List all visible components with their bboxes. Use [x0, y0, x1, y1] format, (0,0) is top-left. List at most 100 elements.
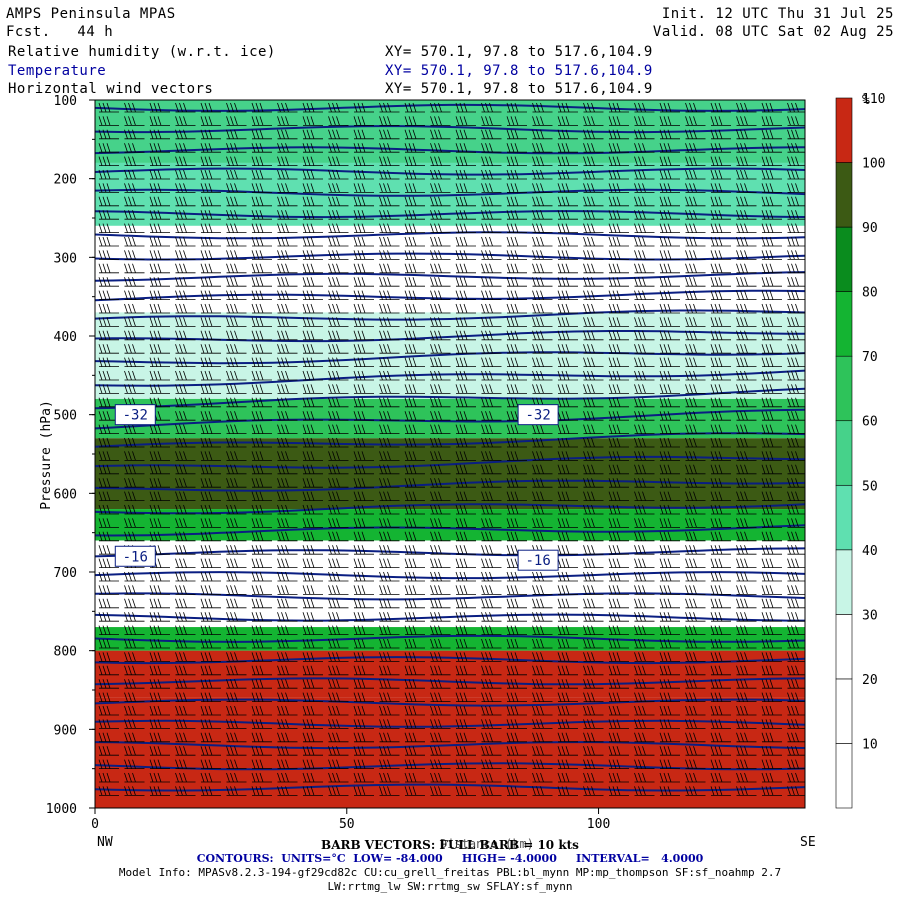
wind-barb-754 [761, 451, 782, 461]
wind-barb-1177 [124, 665, 145, 676]
wind-barb-1063 [787, 598, 805, 609]
wind-barb-551 [583, 357, 604, 367]
wind-barb-1169 [634, 652, 655, 662]
wind-barb-456 [302, 317, 323, 327]
wind-barb-772 [506, 464, 527, 475]
wind-barb-1204 [98, 679, 119, 689]
wind-barb-610 [659, 384, 680, 394]
wind-barb-1375 [175, 759, 196, 769]
wind-barb-1159 [379, 652, 400, 662]
wind-barb-886 [557, 518, 578, 528]
wind-barb-987 [277, 571, 298, 582]
wind-barb-1048 [404, 598, 425, 609]
wind-barb-226 [149, 210, 170, 220]
wind-barb-500 [710, 330, 731, 341]
wind-barb-253 [124, 223, 145, 233]
x-tick-label-1: 50 [339, 817, 355, 832]
wind-barb-948 [710, 545, 731, 555]
wind-barb-1359 [481, 746, 502, 756]
wind-barb-1192 [506, 665, 527, 676]
wind-barb-763 [277, 464, 298, 475]
wind-barb-1248 [506, 692, 527, 702]
wind-barb-1108 [506, 625, 527, 635]
wind-barb-684 [404, 424, 425, 434]
wind-barb-543 [379, 357, 400, 367]
wind-barb-604 [506, 384, 527, 394]
wind-barb-155 [481, 169, 502, 180]
wind-barb-1211 [277, 679, 298, 689]
wind-barb-92 [302, 143, 323, 153]
wind-barb-53 [736, 116, 757, 126]
wind-barb-29 [124, 116, 145, 126]
wind-barb-236 [404, 210, 425, 220]
wind-barb-588 [98, 384, 119, 394]
wind-barb-470 [659, 317, 680, 327]
wind-barb-200 [200, 196, 221, 207]
valid-time: Valid. 08 UTC Sat 02 Aug 25 [652, 24, 894, 40]
wind-barb-482 [251, 330, 272, 341]
wind-barb-481 [226, 330, 247, 341]
wind-barb-526 [659, 344, 680, 354]
wind-barb-833 [634, 491, 655, 501]
wind-barb-459 [379, 317, 400, 327]
wind-barb-1098 [251, 625, 272, 635]
wind-barb-429 [328, 303, 349, 314]
wind-barb-668 [710, 411, 731, 421]
wind-barb-846 [251, 504, 272, 515]
wind-barb-713 [430, 437, 451, 448]
wind-barb-214 [557, 196, 578, 207]
wind-barb-436 [506, 303, 527, 314]
wind-barb-1165 [532, 652, 553, 662]
wind-barb-317 [328, 250, 349, 260]
wind-barb-1044 [302, 598, 323, 609]
wind-barb-502 [761, 330, 782, 341]
wind-barb-244 [608, 210, 629, 220]
wind-barb-576 [506, 370, 527, 381]
wind-barb-899 [175, 531, 196, 542]
wind-barb-232 [302, 210, 323, 220]
wind-barb-714 [455, 437, 476, 448]
wind-barb-264 [404, 223, 425, 233]
wind-barb-787 [175, 478, 196, 488]
wind-barb-194 [761, 183, 782, 193]
wind-barb-249 [736, 210, 757, 220]
wind-barb-1353 [328, 746, 349, 756]
wind-barb-422 [149, 303, 170, 314]
wind-barb-455 [277, 317, 298, 327]
wind-barb-892 [710, 518, 731, 528]
wind-barb-1242 [353, 692, 374, 702]
wind-barb-658 [455, 411, 476, 421]
wind-barb-1143 [685, 638, 706, 649]
wind-barb-681 [328, 424, 349, 434]
wind-barb-706 [251, 437, 272, 448]
wind-barb-82 [761, 129, 782, 140]
wind-barb-1185 [328, 665, 349, 676]
wind-barb-235 [379, 210, 400, 220]
wind-barb-1417 [532, 772, 553, 783]
wind-barb-1396 [710, 759, 731, 769]
wind-barb-568 [302, 370, 323, 381]
wind-barb-778 [659, 464, 680, 475]
wind-barb-306 [761, 236, 782, 247]
wind-barb-552 [608, 357, 629, 367]
wind-barb-562 [149, 370, 170, 381]
wind-barb-1324 [302, 732, 323, 743]
wind-barb-1093 [124, 625, 145, 635]
wind-barb-814 [149, 491, 170, 501]
wind-barb-85 [124, 143, 145, 153]
wind-barb-1433 [226, 786, 247, 796]
wind-barb-277 [736, 223, 757, 233]
wind-barb-1280 [608, 705, 629, 716]
wind-barb-1232 [98, 692, 119, 702]
wind-barb-280 [98, 236, 119, 247]
wind-barb-841 [124, 504, 145, 515]
wind-barb-997 [532, 571, 553, 582]
wind-barb-980 [98, 571, 119, 582]
wind-barb-1015 [277, 585, 298, 595]
wind-barb-358 [659, 263, 680, 274]
wind-barb-575 [481, 370, 502, 381]
wind-barb-1360 [506, 746, 527, 756]
wind-barb-169 [124, 183, 145, 193]
wind-barb-1241 [328, 692, 349, 702]
